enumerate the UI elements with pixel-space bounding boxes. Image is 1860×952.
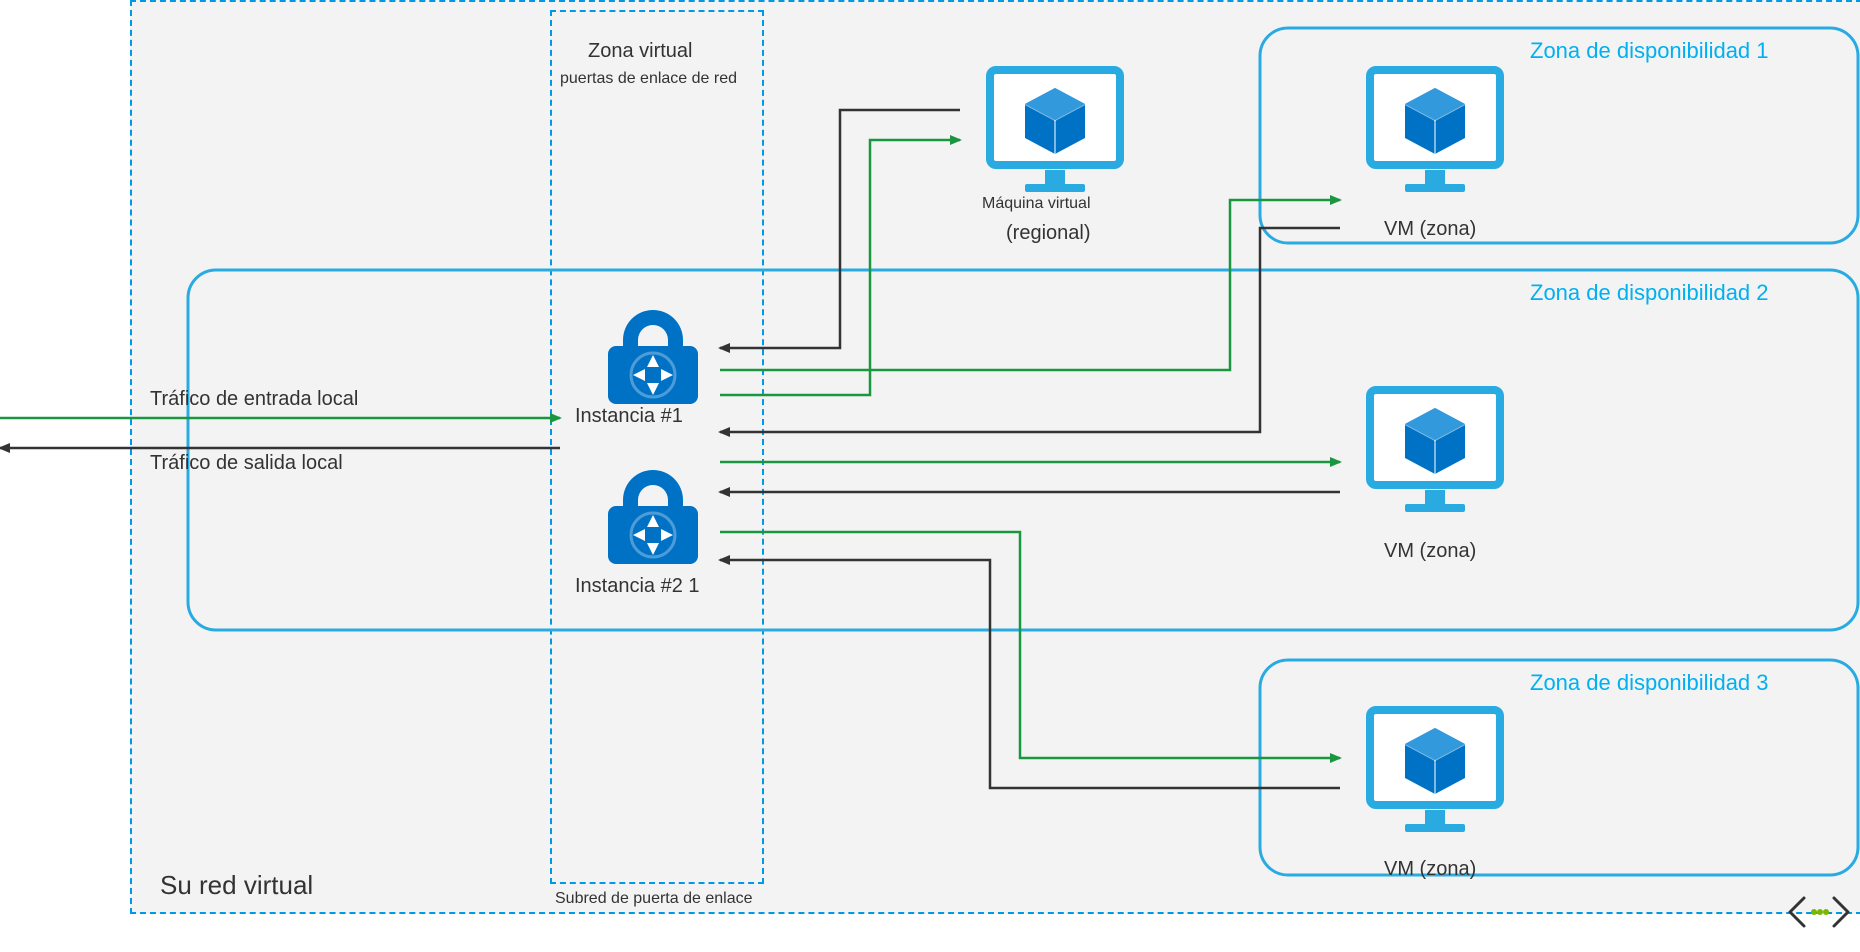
trafico-entrada-label: Tráfico de entrada local [150, 388, 358, 411]
vm-zona2-label: VM (zona) [1384, 540, 1476, 563]
instancia2-label: Instancia #2 1 [575, 575, 700, 598]
gateway-subnet-box [550, 10, 764, 884]
az3-title: Zona de disponibilidad 3 [1530, 670, 1769, 696]
az2-title: Zona de disponibilidad 2 [1530, 280, 1769, 306]
vm-zona1-label: VM (zona) [1384, 218, 1476, 241]
regional-label: (regional) [1006, 222, 1090, 245]
vnet-title-label: Su red virtual [160, 870, 313, 901]
vnet-box [130, 0, 1860, 914]
zona-virtual-label: Zona virtual [588, 40, 693, 63]
subred-label: Subred de puerta de enlace [555, 890, 752, 908]
az1-title: Zona de disponibilidad 1 [1530, 38, 1769, 64]
maquina-virtual-label: Máquina virtual [982, 195, 1091, 213]
puertas-enlace-label: puertas de enlace de red [560, 70, 737, 88]
vm-zona3-label: VM (zona) [1384, 858, 1476, 881]
instancia1-label: Instancia #1 [575, 405, 683, 428]
trafico-salida-label: Tráfico de salida local [150, 452, 343, 475]
diagram-canvas: Su red virtual Zona virtual puertas de e… [0, 0, 1860, 952]
